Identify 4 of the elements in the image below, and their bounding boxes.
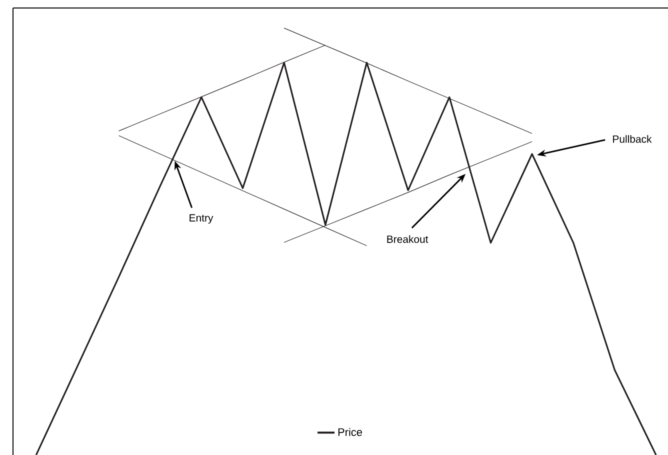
annotation: Pullback bbox=[613, 135, 652, 143]
annotation: Entry bbox=[190, 214, 214, 224]
annotation: Breakout bbox=[387, 235, 428, 243]
legend-label: Price bbox=[338, 428, 362, 436]
